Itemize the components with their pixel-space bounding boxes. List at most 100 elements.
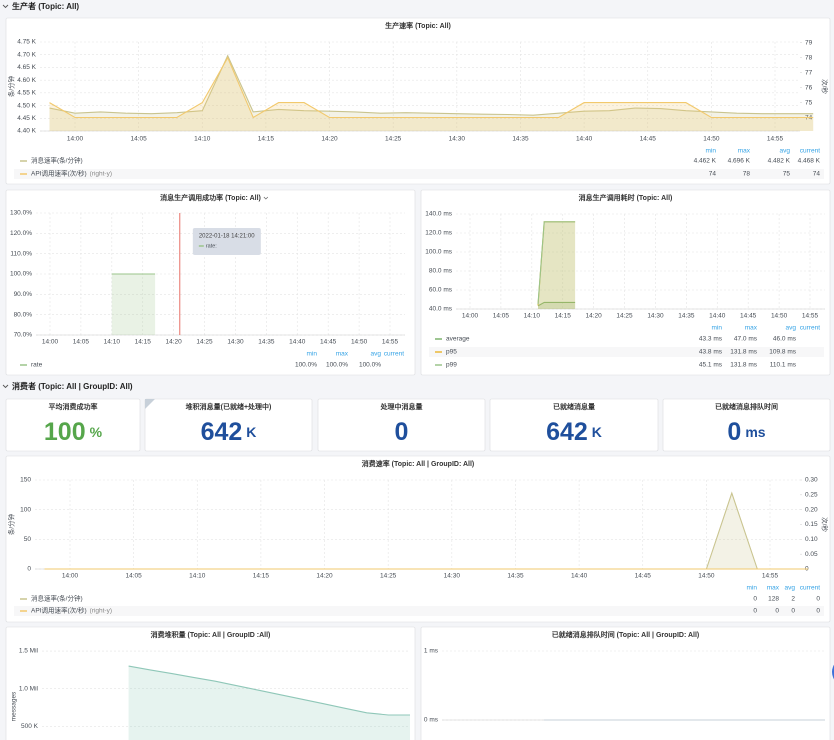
series-line — [128, 665, 410, 716]
stat-number: 642 — [546, 418, 588, 446]
panel — [5, 626, 416, 740]
tooltip-title: 2022-01-18 14:21:00 — [199, 234, 255, 240]
panel — [420, 626, 831, 740]
y-tick-label: 90.0% — [14, 291, 33, 298]
legend-stat: 4.462 K — [694, 158, 717, 165]
legend-row-bg — [14, 606, 824, 616]
panel-title: 消费速率 (Topic: All | GroupID: All) — [362, 459, 475, 468]
x-tick-label: 14:40 — [576, 136, 593, 143]
legend-stat: 100.0% — [359, 362, 381, 369]
section-title[interactable]: 生产者 (Topic: All) — [12, 1, 79, 11]
legend-stat: 43.3 ms — [699, 336, 723, 343]
y2-tick-label: 78 — [805, 54, 813, 61]
legend-label[interactable]: p95 — [446, 349, 457, 356]
legend-label[interactable]: API调用速率(次/秒) — [31, 606, 87, 615]
series-line — [537, 301, 576, 307]
legend-column-header: max — [767, 585, 780, 592]
x-tick-label: 14:25 — [196, 339, 213, 346]
stat-panel — [317, 398, 486, 452]
area-fill — [111, 274, 156, 335]
x-tick-label: 14:30 — [449, 136, 466, 143]
section-title[interactable]: 消费者 (Topic: All | GroupID: All) — [12, 381, 133, 391]
panel-title: 消息生产调用耗时 (Topic: All) — [579, 193, 673, 202]
legend-label[interactable]: rate — [31, 362, 43, 369]
y-tick-label: 1.5 Mil — [19, 648, 39, 655]
series-line — [537, 221, 576, 305]
stat-title: 平均消费成功率 — [49, 402, 98, 411]
collapse-icon[interactable] — [2, 384, 9, 389]
x-tick-label: 14:20 — [585, 313, 602, 320]
y-tick-label: 140.0 ms — [425, 211, 452, 218]
y-tick-label: 50 — [24, 536, 32, 543]
x-tick-label: 14:40 — [289, 339, 306, 346]
y-tick-label: 4.65 K — [17, 64, 36, 71]
legend-column-header: current — [800, 585, 820, 592]
y-tick-label: 500 K — [21, 723, 39, 730]
y-tick-label: 4.70 K — [17, 51, 36, 58]
x-tick-label: 14:15 — [555, 313, 572, 320]
x-tick-label: 14:15 — [253, 573, 270, 580]
legend-stat: 47.0 ms — [734, 336, 758, 343]
x-tick-label: 14:20 — [321, 136, 338, 143]
y2-tick-label: 77 — [805, 69, 813, 76]
y2-tick-label: 0.30 — [805, 477, 818, 484]
x-tick-label: 14:55 — [767, 136, 784, 143]
x-tick-label: 14:30 — [227, 339, 244, 346]
y2-tick-label: 0.25 — [805, 492, 818, 499]
legend-label[interactable]: 消息速率(条/分钟) — [31, 156, 83, 165]
y-tick-label: 4.75 K — [17, 39, 36, 46]
y2-tick-label: 0.15 — [805, 521, 818, 528]
y2-tick-label: 0.10 — [805, 536, 818, 543]
area-fill — [44, 493, 809, 569]
y-axis-label: 条/分钟 — [7, 75, 16, 97]
legend-column-header: avg — [785, 585, 796, 592]
stat-panel — [5, 398, 141, 452]
stat-unit: ms — [745, 424, 765, 440]
x-tick-label: 14:05 — [493, 313, 510, 320]
legend-stat: 4.696 K — [728, 158, 751, 165]
x-tick-label: 14:15 — [258, 136, 275, 143]
x-tick-label: 14:00 — [62, 573, 79, 580]
y2-tick-label: 75 — [805, 99, 813, 106]
legend-stat: 131.8 ms — [730, 349, 757, 356]
legend-stat: 46.0 ms — [773, 336, 797, 343]
y-tick-label: 4.40 K — [17, 128, 36, 135]
x-tick-label: 14:15 — [135, 339, 152, 346]
legend-stat: 0 — [816, 596, 820, 603]
area-fill — [538, 221, 576, 309]
y-tick-label: 120.0% — [10, 230, 32, 237]
panel-title: 消息生产调用成功率 (Topic: All) — [160, 193, 261, 202]
x-tick-label: 14:35 — [507, 573, 524, 580]
legend-label[interactable]: 消息速率(条/分钟) — [31, 594, 83, 603]
x-tick-label: 14:55 — [762, 573, 779, 580]
collapse-icon[interactable] — [2, 4, 9, 9]
y-tick-label: 100.0 ms — [425, 249, 452, 256]
x-tick-label: 14:00 — [67, 136, 84, 143]
legend-column-header: max — [745, 325, 758, 332]
x-tick-label: 14:40 — [571, 573, 588, 580]
stat-panel — [144, 398, 313, 452]
x-tick-label: 14:40 — [709, 313, 726, 320]
legend-column-header: max — [336, 351, 349, 358]
stat-unit: K — [246, 424, 256, 440]
info-corner[interactable] — [145, 399, 155, 409]
legend-label[interactable]: p99 — [446, 362, 457, 369]
x-tick-label: 14:50 — [351, 339, 368, 346]
x-tick-label: 14:25 — [616, 313, 633, 320]
x-tick-label: 14:35 — [678, 313, 695, 320]
legend-label[interactable]: API调用速率(次/秒) — [31, 169, 87, 178]
panel-menu-icon[interactable] — [263, 196, 269, 200]
legend-stat: 100.0% — [326, 362, 348, 369]
legend-label[interactable]: average — [446, 336, 470, 343]
legend-stat: 74 — [709, 171, 717, 178]
y-tick-label: 60.0 ms — [429, 287, 453, 294]
legend-stat: 128 — [768, 596, 779, 603]
area-fill — [538, 221, 576, 309]
x-tick-label: 14:55 — [802, 313, 819, 320]
y-axis-label: messages — [11, 691, 18, 721]
legend-stat: 0 — [791, 608, 795, 615]
series-line — [49, 54, 814, 116]
y2-tick-label: 79 — [805, 39, 813, 46]
y-tick-label: 1 ms — [424, 648, 439, 655]
x-tick-label: 14:45 — [635, 573, 652, 580]
